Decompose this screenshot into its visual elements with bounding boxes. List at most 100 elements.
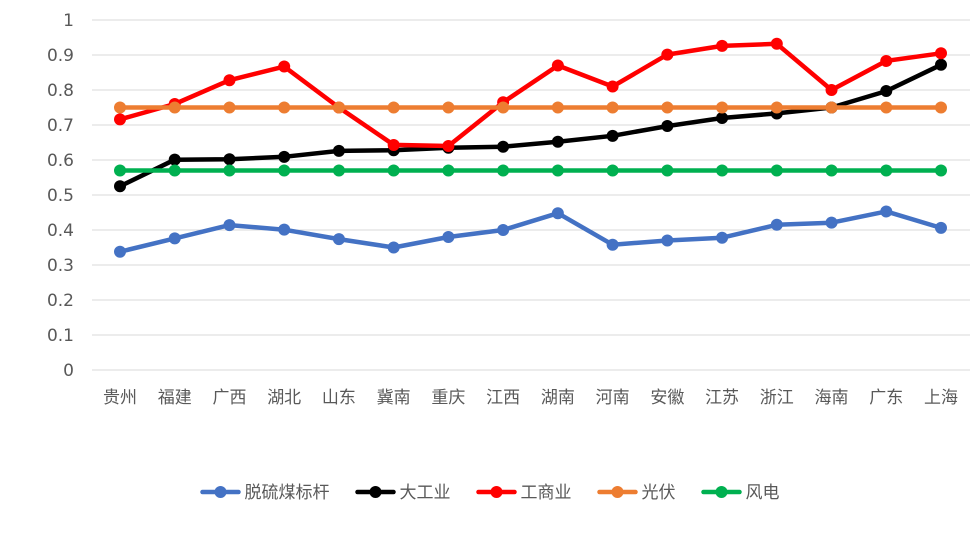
data-point	[332, 144, 345, 157]
series-line	[117, 62, 944, 189]
x-tick-label: 江苏	[705, 388, 739, 408]
data-point	[825, 164, 838, 177]
data-point	[332, 164, 345, 177]
data-point	[497, 140, 510, 153]
x-axis-tick-labels: 贵州 福建 广西 湖北 山东 冀南 重庆 江西 湖南 河南 安徽 江苏 浙江 海南 广东 上海	[103, 388, 958, 408]
data-point	[770, 164, 783, 177]
data-point	[661, 234, 674, 247]
data-point	[716, 231, 729, 244]
x-tick-label: 福建	[158, 388, 192, 408]
data-point	[880, 85, 893, 98]
data-point	[497, 164, 510, 177]
data-point	[880, 101, 893, 114]
legend-item: 工商业	[476, 483, 572, 503]
data-point	[935, 58, 947, 71]
legend-item: 大工业	[355, 483, 451, 503]
data-point	[606, 164, 619, 177]
data-point	[278, 101, 291, 114]
data-point	[497, 224, 510, 236]
data-point	[168, 153, 181, 166]
data-point	[551, 59, 564, 72]
data-point	[168, 232, 181, 245]
y-axis-tick-labels: 0 0.1 0.2 0.3 0.4 0.5 0.6 0.7 0.8 0.9 1	[47, 11, 74, 381]
legend-swatch-marker	[490, 486, 503, 498]
x-tick-label: 安徽	[650, 388, 684, 408]
series-line	[117, 209, 944, 254]
data-point	[661, 120, 674, 133]
legend: 脱硫煤标杆 大工业 工商业 光伏 风电	[200, 483, 780, 503]
data-point	[223, 164, 236, 177]
data-point	[935, 164, 947, 177]
data-point	[825, 101, 838, 114]
x-tick-label: 冀南	[377, 388, 411, 408]
data-point	[387, 138, 400, 151]
legend-item: 风电	[701, 483, 780, 503]
data-point	[716, 101, 729, 114]
x-tick-label: 重庆	[431, 388, 465, 408]
data-point	[880, 54, 893, 67]
data-point	[223, 219, 236, 232]
gridlines	[92, 19, 970, 371]
series-group	[114, 101, 947, 114]
series-group	[114, 205, 947, 258]
data-point	[661, 101, 674, 114]
y-tick-label: 0.2	[47, 291, 74, 311]
x-tick-label: 贵州	[103, 388, 137, 408]
legend-item: 光伏	[597, 483, 676, 503]
data-point	[770, 37, 783, 50]
y-tick-label: 0.1	[47, 326, 74, 346]
x-tick-label: 海南	[815, 388, 849, 408]
x-tick-label: 浙江	[760, 388, 794, 408]
data-point	[332, 233, 345, 246]
data-point	[387, 101, 400, 114]
data-point	[770, 101, 783, 114]
data-point	[606, 238, 619, 251]
data-point	[551, 135, 564, 148]
legend-label: 风电	[746, 483, 780, 503]
x-tick-label: 河南	[596, 388, 630, 408]
data-point	[880, 205, 893, 218]
data-point	[442, 140, 455, 152]
series-line	[117, 41, 944, 149]
data-point	[114, 164, 126, 177]
data-point	[825, 84, 838, 96]
data-point	[442, 164, 455, 177]
data-point	[716, 112, 729, 124]
y-tick-label: 0.9	[47, 46, 74, 66]
data-point	[114, 101, 126, 114]
data-point	[770, 218, 783, 231]
data-point	[497, 101, 510, 114]
y-tick-label: 0.8	[47, 81, 74, 101]
data-point	[716, 39, 729, 52]
data-point	[114, 113, 126, 126]
x-tick-label: 湖北	[267, 388, 301, 408]
data-point	[387, 241, 400, 254]
legend-label: 大工业	[400, 483, 451, 503]
legend-swatch-marker	[611, 486, 624, 498]
data-point	[168, 101, 181, 114]
x-tick-label: 广西	[212, 388, 246, 408]
data-point	[223, 153, 236, 166]
data-point	[442, 231, 455, 243]
data-point	[935, 221, 947, 234]
data-point	[606, 129, 619, 142]
data-point	[278, 150, 291, 163]
legend-label: 光伏	[642, 483, 676, 503]
data-point	[278, 223, 291, 236]
data-point	[551, 101, 564, 114]
data-point	[223, 101, 236, 114]
data-point	[387, 164, 400, 177]
data-point	[278, 164, 291, 177]
y-tick-label: 1	[63, 11, 74, 31]
y-tick-label: 0.3	[47, 256, 74, 276]
x-tick-label: 湖南	[541, 388, 575, 408]
y-tick-label: 0.5	[47, 186, 74, 206]
x-tick-label: 广东	[869, 388, 903, 408]
data-point	[551, 164, 564, 177]
y-tick-label: 0.7	[47, 116, 74, 136]
x-tick-label: 山东	[322, 388, 356, 408]
data-point	[114, 180, 126, 193]
legend-label: 脱硫煤标杆	[245, 483, 330, 503]
